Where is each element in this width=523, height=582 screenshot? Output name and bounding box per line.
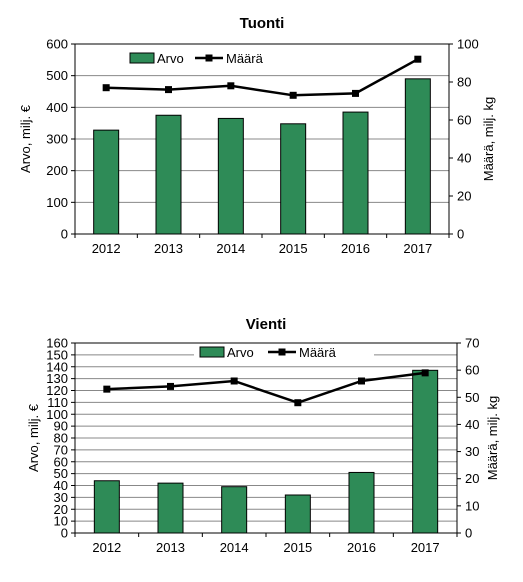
bar <box>404 78 431 235</box>
y-tick-label: 0 <box>61 526 68 541</box>
x-tick-label: 2016 <box>341 241 370 256</box>
bar <box>348 471 375 534</box>
y-axis-label: Arvo, milj. € <box>18 104 33 173</box>
line-marker <box>165 86 172 94</box>
y-tick-label: 400 <box>46 100 68 115</box>
y2-tick-label: 20 <box>457 189 471 204</box>
x-tick-label: 2014 <box>220 540 249 555</box>
line-marker <box>102 84 110 92</box>
line-marker <box>358 377 365 385</box>
legend-swatch-bar <box>129 52 155 64</box>
bar <box>157 482 184 534</box>
y2-tick-label: 40 <box>457 151 471 166</box>
line-marker <box>421 369 429 377</box>
y2-tick-label: 0 <box>457 227 464 242</box>
y-tick-label: 130 <box>46 371 68 386</box>
y-tick-label: 120 <box>46 383 68 398</box>
y-tick-label: 100 <box>46 407 68 422</box>
y-tick-label: 0 <box>61 227 68 242</box>
legend-swatch-marker <box>205 54 213 62</box>
legend-label-maara: Määrä <box>226 51 264 66</box>
chart-0: Tuonti 0 100 200 300 400 500 600 0 20 40 60 80 100 201… <box>18 15 496 256</box>
x-tick-label: 2013 <box>154 241 183 256</box>
y2-tick-label: 60 <box>457 113 471 128</box>
bar <box>93 480 120 534</box>
bar <box>284 494 311 534</box>
legend-label-maara: Määrä <box>299 345 337 360</box>
y2-tick-label: 20 <box>465 471 479 486</box>
y-tick-label: 200 <box>46 163 68 178</box>
bar <box>93 129 120 235</box>
y-tick-label: 50 <box>54 466 68 481</box>
bar <box>221 486 248 534</box>
x-tick-label: 2016 <box>347 540 376 555</box>
bar <box>155 114 182 235</box>
y-tick-label: 40 <box>54 478 68 493</box>
x-tick-label: 2012 <box>92 241 121 256</box>
bar <box>217 117 244 235</box>
x-tick-label: 2015 <box>283 540 312 555</box>
y-tick-label: 500 <box>46 68 68 83</box>
x-tick-label: 2013 <box>156 540 185 555</box>
y2-tick-label: 30 <box>465 444 479 459</box>
x-tick-label: 2012 <box>92 540 121 555</box>
y2-axis-label: Määrä, milj. kg <box>485 396 500 481</box>
x-tick-label: 2015 <box>279 241 308 256</box>
y-tick-label: 150 <box>46 347 68 362</box>
y2-tick-label: 40 <box>465 417 479 432</box>
legend-label-arvo: Arvo <box>157 51 184 66</box>
series-line <box>106 58 419 97</box>
y-axis-label: Arvo, milj. € <box>26 403 41 472</box>
y2-axis-label: Määrä, milj. kg <box>481 97 496 182</box>
line-marker <box>289 91 297 99</box>
series-line <box>106 371 426 405</box>
bar <box>342 111 369 235</box>
chart-1: Vienti0102030405060708090100110120130140… <box>26 316 500 555</box>
y2-tick-label: 80 <box>457 75 471 90</box>
line-marker <box>103 385 111 393</box>
chart-title: Tuonti <box>240 15 285 32</box>
bar <box>412 369 439 534</box>
y-tick-label: 300 <box>46 132 68 147</box>
y2-tick-label: 10 <box>465 498 479 513</box>
y-tick-label: 10 <box>54 514 68 529</box>
y-tick-label: 20 <box>54 502 68 517</box>
line-marker <box>230 377 238 385</box>
y-tick-label: 160 <box>46 336 68 351</box>
y-tick-label: 110 <box>47 395 68 410</box>
y2-tick-label: 60 <box>465 363 479 378</box>
chart-title: Vienti <box>246 316 287 333</box>
y-tick-label: 140 <box>46 359 68 374</box>
y-tick-label: 70 <box>54 442 68 457</box>
legend-swatch-bar <box>199 346 225 358</box>
legend-swatch-marker <box>278 348 286 356</box>
y2-tick-label: 0 <box>465 526 472 541</box>
line-marker <box>414 55 422 63</box>
bar <box>280 123 307 235</box>
y2-tick-label: 100 <box>457 37 479 52</box>
y-tick-label: 80 <box>54 431 68 446</box>
y2-tick-label: 50 <box>465 390 479 405</box>
y-tick-label: 90 <box>54 419 68 434</box>
line-marker <box>227 82 235 90</box>
y2-tick-label: 70 <box>465 336 479 351</box>
y-tick-label: 30 <box>54 490 68 505</box>
x-tick-label: 2017 <box>403 241 432 256</box>
y-tick-label: 60 <box>54 454 68 469</box>
legend-label-arvo: Arvo <box>227 345 254 360</box>
x-tick-label: 2014 <box>216 241 245 256</box>
line-marker <box>294 399 302 407</box>
x-tick-label: 2017 <box>411 540 440 555</box>
line-marker <box>167 382 174 390</box>
y-tick-label: 600 <box>46 37 68 52</box>
y-tick-label: 100 <box>46 195 68 210</box>
line-marker <box>352 89 359 97</box>
